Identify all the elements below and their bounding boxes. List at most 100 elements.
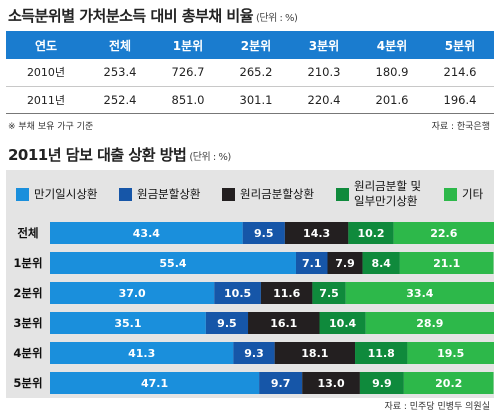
- bar-segment: [302, 372, 360, 394]
- table-cell: 253.4: [86, 59, 154, 87]
- row-year: 2011년: [6, 86, 86, 114]
- bar-segment: [365, 312, 494, 334]
- legend-item: 원금분할상환: [119, 187, 200, 202]
- header-cell-q3: 3분위: [290, 31, 358, 59]
- bar-segment: [50, 372, 260, 394]
- data-label: 19.5: [437, 347, 464, 360]
- table-cell: 265.2: [222, 59, 290, 87]
- bar-segment: [242, 222, 285, 244]
- bar-segment: [362, 252, 400, 274]
- bar-segment: [50, 342, 234, 364]
- header-cell-q2: 2분위: [222, 31, 290, 59]
- data-label: 14.3: [303, 227, 330, 240]
- data-label: 33.4: [406, 287, 433, 300]
- legend-label: 원리금분할 및 일부만기상환: [354, 179, 422, 208]
- category-label: 1분위: [13, 256, 42, 270]
- data-label: 7.1: [302, 257, 322, 270]
- bar-segment: [403, 372, 494, 394]
- data-label: 10.4: [329, 317, 356, 330]
- legend-swatch: [222, 188, 235, 201]
- data-label: 11.6: [273, 287, 300, 300]
- legend-swatch: [336, 187, 349, 201]
- legend-swatch: [16, 188, 29, 201]
- data-label: 9.7: [271, 377, 291, 390]
- chart-title: 2011년 담보 대출 상환 방법 (단위 : %): [8, 146, 231, 164]
- legend-item: 만기일시상환: [16, 187, 97, 202]
- category-label: 4분위: [13, 346, 42, 360]
- data-label: 37.0: [119, 287, 146, 300]
- legend-label: 원리금분할상환: [240, 187, 315, 201]
- data-label: 9.5: [217, 317, 237, 330]
- bar-segment: [355, 342, 408, 364]
- chart-source: 자료 : 민주당 민병두 의원실: [384, 402, 490, 412]
- data-label: 20.2: [435, 377, 462, 390]
- data-label: 18.1: [301, 347, 328, 360]
- bar-segment: [295, 252, 328, 274]
- data-label: 9.3: [244, 347, 264, 360]
- ratio-table: 연도 전체 1분위 2분위 3분위 4분위 5분위 2010년 253.4 72…: [6, 31, 494, 114]
- table-cell: 851.0: [154, 86, 222, 114]
- data-label: 9.5: [254, 227, 274, 240]
- data-label: 13.0: [317, 377, 344, 390]
- bar-segment: [205, 312, 249, 334]
- header-cell-q5: 5분위: [426, 31, 494, 59]
- table-cell: 214.6: [426, 59, 494, 87]
- bar-segment: [259, 372, 303, 394]
- table-cell: 252.4: [86, 86, 154, 114]
- legend-swatch: [444, 188, 457, 201]
- category-label: 2분위: [13, 286, 42, 300]
- data-label: 41.3: [128, 347, 155, 360]
- table-source: 자료 : 한국은행: [431, 122, 490, 132]
- data-label: 35.1: [114, 317, 141, 330]
- table-cell: 220.4: [290, 86, 358, 114]
- data-label: 43.4: [133, 227, 160, 240]
- data-label: 7.9: [335, 257, 355, 270]
- legend-label: 원금분할상환: [137, 187, 201, 201]
- data-label: 10.5: [224, 287, 251, 300]
- bar-segment: [359, 372, 404, 394]
- header-cell-q4: 4분위: [358, 31, 426, 59]
- bar-segment: [50, 312, 206, 334]
- stacked-bar-chart: 전체 43.4 9.5 14.3 10.2 22.6 1분위 55.4 7.1 7.9 8.4 21.…: [6, 218, 494, 398]
- bar-segment: [312, 282, 346, 304]
- data-label: 8.4: [371, 257, 391, 270]
- data-label: 47.1: [141, 377, 168, 390]
- table-cell: 726.7: [154, 59, 222, 87]
- table-cell: 180.9: [358, 59, 426, 87]
- bar-segment: [233, 342, 275, 364]
- header-cell-total: 전체: [86, 31, 154, 59]
- legend-swatch: [119, 188, 132, 201]
- legend-item: 원리금분할상환: [222, 187, 314, 202]
- bar-segment: [274, 342, 356, 364]
- bar-segment: [50, 222, 243, 244]
- bar-segment: [248, 312, 320, 334]
- bar-segment: [260, 282, 313, 304]
- data-label: 9.9: [372, 377, 392, 390]
- legend-label: 기타: [462, 187, 484, 201]
- data-label: 16.1: [270, 317, 297, 330]
- table-cell: 196.4: [426, 86, 494, 114]
- legend-label: 만기일시상환: [34, 187, 98, 201]
- bar-segment: [393, 222, 494, 244]
- ratio-table-header-row: 연도 전체 1분위 2분위 3분위 4분위 5분위: [6, 31, 494, 59]
- data-label: 21.1: [433, 257, 460, 270]
- data-label: 10.2: [357, 227, 384, 240]
- table-row: 2010년 253.4 726.7 265.2 210.3 180.9 214.…: [6, 59, 494, 87]
- data-label: 11.8: [368, 347, 395, 360]
- category-label: 전체: [17, 226, 38, 240]
- row-year: 2010년: [6, 59, 86, 87]
- bar-segment: [345, 282, 494, 304]
- table-footnote: ※ 부채 보유 가구 기준: [8, 122, 94, 132]
- bar-segment: [319, 312, 366, 334]
- header-cell-q1: 1분위: [154, 31, 222, 59]
- bar-segment: [327, 252, 363, 274]
- bar-segment: [214, 282, 261, 304]
- bar-segment: [50, 252, 296, 274]
- bar-segment: [50, 282, 215, 304]
- table-row: 2011년 252.4 851.0 301.1 220.4 201.6 196.…: [6, 86, 494, 114]
- data-label: 28.9: [416, 317, 443, 330]
- legend-item: 원리금분할 및 일부만기상환: [336, 179, 436, 209]
- table-cell: 201.6: [358, 86, 426, 114]
- table-cell: 210.3: [290, 59, 358, 87]
- chart-unit: (단위 : %): [189, 152, 231, 163]
